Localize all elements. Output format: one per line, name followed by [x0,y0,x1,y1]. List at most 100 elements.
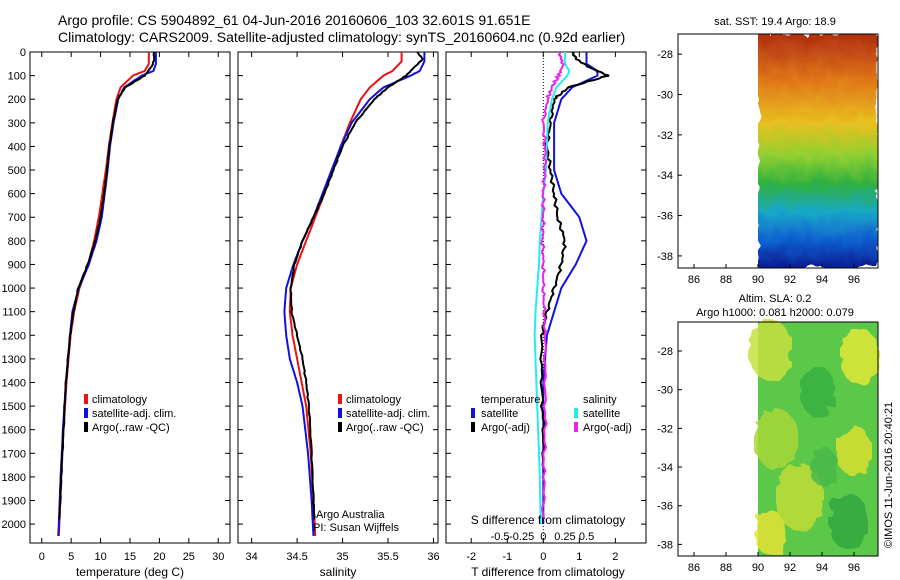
x-tick-label: 2 [612,551,618,563]
s-tick-label: 0.25 [554,531,575,543]
y-tick-label: 1100 [2,307,26,319]
legend-swatch-t-satellite [471,408,475,418]
s-tick-label: -0.25 [509,531,534,543]
y-tick-label: 0 [20,47,26,59]
map-y-tick-label: -28 [657,49,673,61]
salinity-panel: 34 34.5 35 35.5 36 salinity climatology sate… [237,51,440,579]
sla-anomaly-patch [754,510,786,555]
x-tick-label: 0 [39,551,45,563]
y-tick-label: 1300 [2,354,26,366]
s-tick-label: 0.5 [579,531,594,543]
legend-label-climatology: climatology [92,394,148,406]
difference-axis: -2 -1 0 1 2 -0.5 -0.25 0 0.25 0.5 [446,51,646,563]
y-tick-label: 1000 [2,283,26,295]
difference-panel: -2 -1 0 1 2 -0.5 -0.25 0 0.25 0.5 T difference fr… [445,51,647,579]
series-line-s-satellite [533,52,571,525]
series-line-satellite-adj-clim- [57,52,157,536]
sla-map-subtitle: Argo h1000: 0.081 h2000: 0.079 [696,307,854,319]
y-tick-label: 300 [8,118,26,130]
sla-anomaly-patch [776,463,824,532]
map-y-tick-label: -28 [657,346,673,358]
sla-map-title: Altim. SLA: 0.2 [739,293,812,305]
sla-anomaly-patch [836,425,872,476]
x-tick-label: 10 [94,551,106,563]
map-x-tick-label: 90 [752,562,764,574]
y-tick-label: 500 [8,165,26,177]
sla-anomaly-patch [748,319,792,381]
map-y-tick-label: -34 [657,170,673,182]
t-difference-xlabel: T difference from climatology [471,565,625,579]
y-tick-label: 1200 [2,330,26,342]
sla-anomaly-patch [840,329,880,386]
x-tick-label: 35 [336,551,348,563]
temperature-xlabel: temperature (deg C) [76,565,184,579]
legend-label-argo: Argo(..raw -QC) [92,422,170,434]
legend-label-s-argo: Argo(-adj) [583,422,632,434]
y-tick-label: 2000 [2,519,26,531]
legend-swatch-s-argo [574,422,578,432]
legend-swatch-s-satellite [574,408,578,418]
series-line-argo-raw-qc- [58,52,156,520]
temperature-legend: climatology satellite-adj. clim. Argo(..… [84,394,176,434]
map-x-tick-label: 86 [688,274,700,286]
sla-anomaly-patch [828,492,868,549]
sla-field [748,319,880,556]
figure-title-line-2: Climatology: CARS2009. Satellite-adjuste… [58,29,625,45]
map-y-tick-label: -34 [657,462,673,474]
x-tick-label: 35.5 [377,551,398,563]
salinity-lines [283,52,426,536]
sst-map: sat. SST: 19.4 Argo: 18.9 86 88 90 92 94 96 -2… [657,16,879,286]
annotation-pi-name: PI: Susan Wijffels [313,522,399,534]
map-x-tick-label: 92 [784,274,796,286]
series-line-t-argo-adj- [539,52,610,520]
figure-title-line-1: Argo profile: CS 5904892_61 04-Jun-2016 … [58,12,531,28]
y-tick-label: 1700 [2,448,26,460]
x-tick-label: 20 [153,551,165,563]
salinity-legend: climatology satellite-adj. clim. Argo(..… [338,394,430,434]
series-line-argo-raw-qc- [289,52,424,520]
y-tick-label: 100 [8,71,26,83]
map-x-tick-label: 94 [816,274,828,286]
y-tick-label: 1900 [2,496,26,508]
x-tick-label: 1 [576,551,582,563]
sla-anomaly-patch [754,408,798,470]
series-line-s-argo-adj- [540,52,565,520]
map-y-tick-label: -32 [657,130,673,142]
imos-timestamp: ©IMOS 11-Jun-2016 20:40:21 [883,402,895,548]
difference-lines [533,52,610,525]
map-x-tick-label: 96 [848,562,860,574]
legend-swatch-climatology [84,394,88,404]
sla-map-frame [677,321,879,557]
map-y-tick-label: -38 [657,251,673,263]
legend-swatch-satellite [84,408,88,418]
annotation-argo-australia: Argo Australia [316,509,385,521]
y-tick-label: 1400 [2,377,26,389]
y-tick-label: 600 [8,189,26,201]
salinity-axis: 34 34.5 35 35.5 36 [238,51,440,563]
difference-legend: temperature salinity satellite Argo(-adj… [471,394,632,434]
x-tick-label: 25 [183,551,195,563]
x-tick-label: 15 [124,551,136,563]
map-y-tick-label: -30 [657,385,673,397]
legend-label-satellite: satellite-adj. clim. [92,408,176,420]
legend-label-t-satellite: satellite [481,408,518,420]
sla-map-axis: 86 88 90 92 94 96 -28 -30 -32 -34 -36 -38 [657,346,860,574]
x-tick-label: -1 [502,551,512,563]
x-tick-label: 36 [427,551,439,563]
y-tick-label: 800 [8,236,26,248]
map-x-tick-label: 94 [816,562,828,574]
series-line-climatology [57,52,150,536]
legend-label-satellite: satellite-adj. clim. [346,408,430,420]
legend-swatch-satellite [338,408,342,418]
sla-anomaly-patch [800,367,836,418]
x-tick-label: 34.5 [286,551,307,563]
map-x-tick-label: 90 [752,274,764,286]
sla-map: Altim. SLA: 0.2 Argo h1000: 0.081 h2000:… [657,293,880,574]
legend-label-argo: Argo(..raw -QC) [346,422,424,434]
s-tick-label: 0 [540,531,546,543]
legend-swatch-t-argo [471,422,475,432]
legend-title-salinity: salinity [583,394,617,406]
s-difference-xlabel: S difference from climatology [471,513,626,527]
y-tick-label: 700 [8,212,26,224]
